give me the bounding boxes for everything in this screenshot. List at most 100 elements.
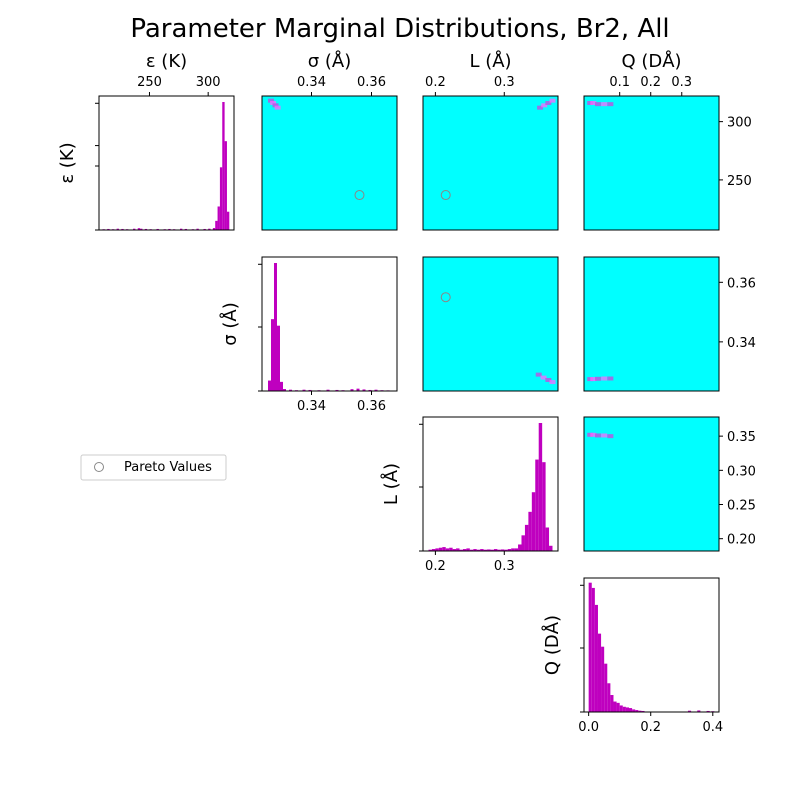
row-title-Q: Q (DÅ) [541, 615, 563, 675]
density-panel-eps-vs-sig [261, 95, 398, 231]
hist-bar-L-22 [504, 549, 508, 551]
hist-bar-Q-13 [629, 708, 633, 712]
hist-bar-L-14 [476, 549, 481, 551]
bottom-tick-label-sig-0: 0.34 [297, 399, 326, 414]
hist-bar-eps-9 [144, 228, 148, 230]
density-cell-sig-L-2 [545, 377, 552, 382]
hist-bar-eps-16 [184, 228, 188, 230]
hist-bar-L-29 [528, 511, 532, 551]
density-cell-sig-Q-4 [607, 376, 614, 381]
legend-frame [80, 454, 227, 481]
hist-bar-Q-4 [601, 646, 605, 712]
row-title-sig: σ (Å) [219, 302, 241, 346]
density-bg-eps-Q [584, 96, 719, 230]
right-tick-label-L-0: 0.20 [727, 533, 756, 548]
bottom-tick-label-L-1: 0.3 [494, 559, 515, 574]
density-bg-sig-Q [584, 257, 719, 391]
density-cell-sig-L-0 [535, 372, 542, 377]
row-title-L: L (Å) [380, 463, 402, 505]
right-tick-label-L-2: 0.30 [727, 464, 756, 479]
histogram-bg-sig [262, 257, 397, 391]
density-frame-sig-Q [583, 256, 720, 392]
density-cell-eps-L-0 [537, 105, 544, 110]
hist-bar-eps-4 [121, 228, 124, 230]
hist-bar-Q-0 [588, 582, 592, 712]
hist-bar-L-1 [431, 549, 436, 551]
axis-titles-layer: ε (K) 250 300 σ (Å) 0.34 0.36 L (Å) 0.2 0.3 Q (DÅ… [57, 50, 692, 675]
hist-bar-L-4 [442, 547, 446, 551]
hist-bar-Q-11 [622, 706, 626, 712]
histogram-eps [95, 95, 235, 231]
density-cell-sig-Q-2 [594, 376, 601, 381]
hist-bar-Q-17 [641, 710, 645, 712]
density-cell-eps-L-3 [549, 98, 556, 103]
top-tick-label-Q-0: 0.1 [609, 75, 630, 90]
top-tick-label-eps-1: 300 [196, 75, 221, 90]
hist-bar-sig-12 [335, 389, 339, 391]
hist-bar-eps-19 [203, 228, 206, 230]
hist-bar-L-12 [469, 549, 474, 551]
hist-bar-Q-1 [591, 587, 595, 712]
hist-bar-L-13 [473, 549, 477, 551]
hist-bar-eps-25 [222, 102, 225, 230]
density-cell-L-Q-0 [587, 432, 594, 437]
density-cell-sig-L-3 [549, 380, 556, 385]
hist-bar-Q-9 [616, 702, 620, 712]
density-cell-sig-Q-0 [587, 377, 594, 382]
hist-bar-eps-8 [140, 228, 143, 230]
histogram-frame-eps [98, 95, 235, 231]
hist-bar-Q-8 [613, 701, 617, 712]
hist-bar-L-26 [518, 544, 522, 551]
hist-bar-Q-2 [594, 604, 598, 712]
hist-bar-L-27 [521, 535, 525, 551]
hist-bar-Q-19 [697, 710, 701, 712]
density-cell-eps-Q-4 [607, 102, 614, 107]
histogram-sig: 0.34 0.36 [258, 256, 398, 414]
hist-bar-Q-10 [619, 705, 623, 712]
panels-layer: 0.34 0.36 0.2 0.3 0.0 0.2 0.4 250 300 0.34 0.36 0.2… [95, 95, 756, 735]
hist-bar-eps-18 [196, 228, 199, 230]
hist-bar-eps-13 [168, 228, 171, 230]
hist-bar-L-15 [480, 549, 484, 551]
density-cell-eps-sig-2 [272, 103, 279, 108]
bottom-tick-label-Q-2: 0.4 [702, 720, 723, 735]
density-panel-eps-vs-Q: 250 300 [583, 95, 752, 231]
hist-bar-sig-0 [268, 380, 271, 391]
density-cell-L-Q-3 [601, 433, 608, 438]
hist-bar-eps-21 [212, 228, 216, 230]
hist-bar-Q-7 [610, 695, 614, 712]
hist-bar-sig-5 [283, 389, 286, 391]
density-frame-sig-L [422, 256, 559, 392]
hist-bar-L-0 [428, 549, 432, 551]
hist-bar-eps-1 [107, 228, 110, 230]
hist-bar-sig-2 [274, 263, 277, 391]
hist-bar-L-28 [524, 524, 529, 551]
hist-bar-L-25 [514, 548, 519, 551]
hist-bar-L-11 [466, 548, 470, 551]
hist-bar-L-20 [497, 549, 501, 551]
hist-bar-L-8 [456, 548, 460, 551]
hist-bar-sig-16 [362, 389, 366, 391]
hist-bar-L-23 [507, 549, 512, 551]
hist-bar-Q-12 [625, 707, 629, 712]
density-bg-sig-L [423, 257, 558, 391]
density-panel-L-vs-Q: 0.20 0.25 0.30 0.35 [583, 416, 756, 552]
hist-bar-eps-22 [215, 220, 218, 230]
histogram-Q: 0.0 0.2 0.4 [578, 577, 723, 735]
density-bg-L-Q [584, 417, 719, 551]
right-tick-label-L-3: 0.35 [727, 430, 756, 445]
pareto-point-2 [440, 292, 451, 303]
hist-bar-sig-15 [356, 388, 360, 391]
hist-bar-L-35 [549, 545, 553, 551]
hist-bar-sig-11 [326, 389, 330, 391]
hist-bar-sig-8 [302, 389, 306, 391]
hist-bar-L-10 [462, 549, 467, 551]
top-tick-label-sig-1: 0.36 [357, 75, 386, 90]
hist-bar-L-19 [493, 549, 498, 551]
pareto-point-0 [354, 190, 365, 201]
column-title-eps: ε (K) [146, 51, 187, 72]
hist-bar-eps-7 [137, 228, 141, 230]
hist-bar-L-17 [487, 549, 491, 551]
density-bg-eps-sig [262, 96, 397, 230]
density-cell-sig-Q-1 [590, 377, 597, 382]
